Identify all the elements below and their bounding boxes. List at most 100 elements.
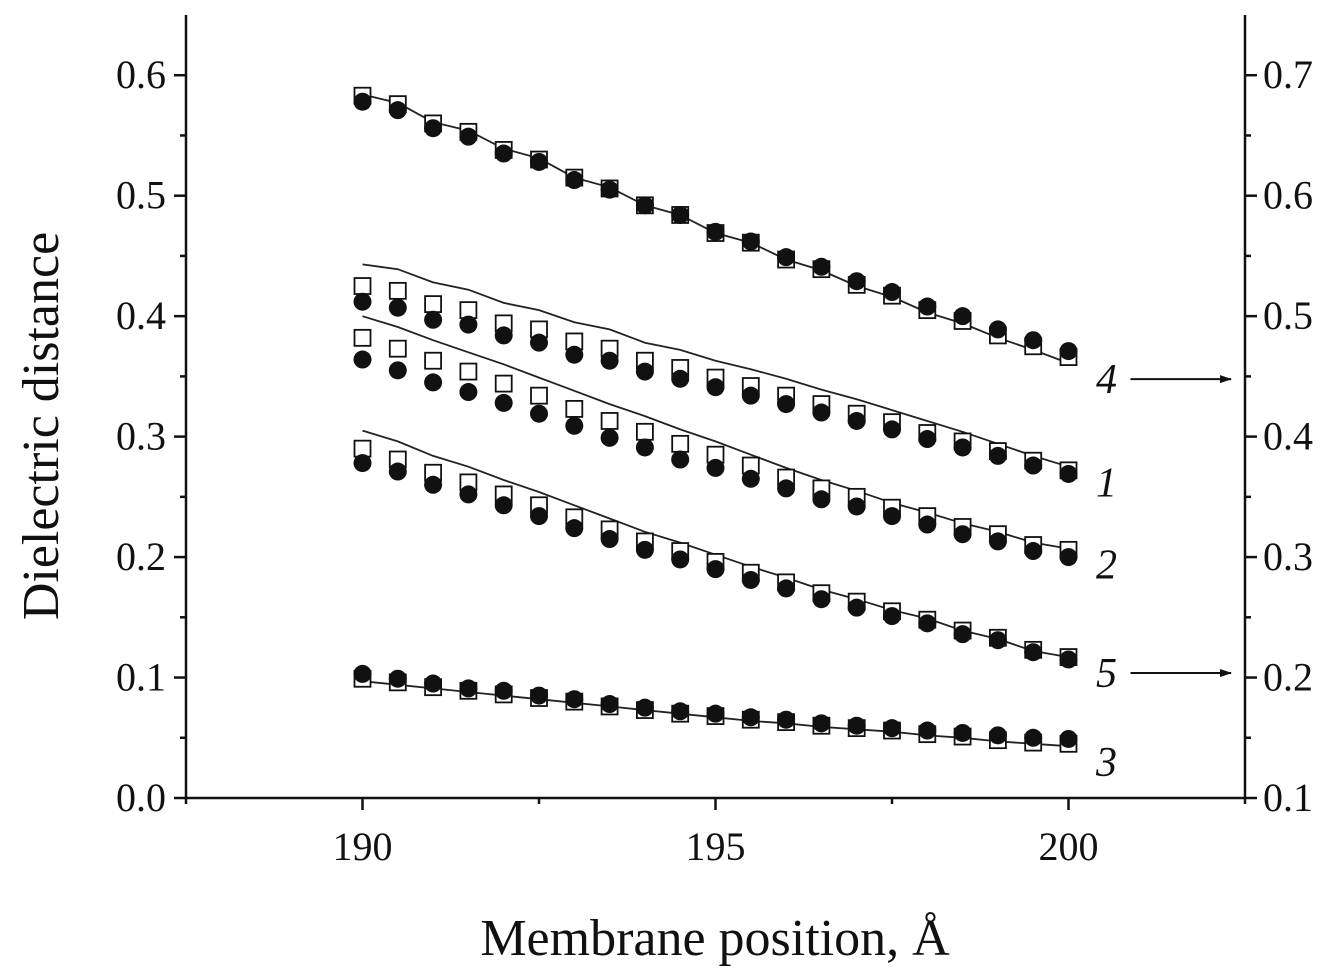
- filled-circle-point: [388, 298, 407, 317]
- series-label-5: 5: [1096, 651, 1117, 697]
- open-square-point: [424, 351, 443, 370]
- filled-circle-point: [424, 310, 443, 329]
- filled-circle-point: [353, 92, 372, 111]
- y-tick-label-right: 0.7: [1263, 52, 1313, 97]
- filled-circle-point: [706, 222, 725, 241]
- filled-circle-point: [494, 144, 513, 163]
- filled-circle-point: [1059, 650, 1078, 669]
- filled-circle-point: [459, 679, 478, 698]
- y-tick-label-right: 0.4: [1263, 414, 1313, 459]
- filled-circle-point: [671, 369, 690, 388]
- filled-circle-point: [635, 698, 654, 717]
- filled-circle-point: [424, 119, 443, 138]
- filled-circle-point: [812, 490, 831, 509]
- filled-circle-point: [741, 570, 760, 589]
- filled-circle-point: [459, 383, 478, 402]
- filled-circle-point: [459, 485, 478, 504]
- y-axis-title: Dielectric distance: [13, 232, 70, 620]
- filled-circle-point: [918, 297, 937, 316]
- filled-circle-point: [530, 152, 548, 171]
- filled-circle-point: [388, 462, 407, 481]
- series-label-1: 1: [1096, 461, 1117, 507]
- open-square-point: [600, 412, 619, 430]
- open-square-point: [388, 339, 407, 358]
- filled-circle-point: [741, 232, 760, 251]
- filled-circle-point: [777, 579, 796, 598]
- filled-circle-point: [388, 669, 407, 688]
- data-markers: [353, 86, 1078, 753]
- filled-circle-point: [565, 690, 584, 709]
- x-axis-title: Membrane position, Å: [480, 910, 950, 967]
- filled-circle-point: [812, 257, 831, 276]
- filled-circle-point: [812, 403, 831, 422]
- filled-circle-point: [1059, 464, 1078, 483]
- filled-circle-point: [988, 446, 1007, 465]
- fit-curve-1: [362, 263, 1069, 468]
- filled-circle-point: [565, 345, 584, 364]
- filled-circle-point: [847, 598, 866, 617]
- x-tick-label: 195: [686, 824, 746, 869]
- open-square-point: [565, 400, 584, 418]
- filled-circle-point: [353, 454, 372, 473]
- filled-circle-point: [635, 196, 654, 215]
- filled-circle-point: [565, 171, 584, 190]
- filled-circle-point: [635, 362, 654, 381]
- filled-circle-point: [600, 180, 619, 199]
- y-tick-label-right: 0.5: [1263, 293, 1313, 338]
- filled-circle-point: [1059, 548, 1078, 567]
- filled-circle-point: [388, 101, 407, 120]
- axes: 0.0 0.1 0.2 0.3 0.4 0.5 0.6 0.1 0.2 0.3 0.4 0.5 0.6 0…: [116, 15, 1313, 869]
- filled-circle-point: [459, 315, 478, 334]
- filled-circle-point: [1024, 728, 1043, 747]
- x-tick-label: 200: [1039, 824, 1099, 869]
- filled-circle-point: [565, 519, 584, 538]
- y-tick-label-right: 0.6: [1263, 173, 1313, 218]
- open-square-point: [353, 328, 372, 347]
- open-square-point: [494, 374, 513, 393]
- filled-circle-point: [424, 674, 443, 693]
- open-square-point: [388, 281, 407, 300]
- y-tick-label-right: 0.3: [1263, 534, 1313, 579]
- filled-circle-point: [1059, 729, 1078, 748]
- filled-circle-point: [530, 333, 548, 352]
- y-tick-label-right: 0.1: [1263, 775, 1313, 820]
- filled-circle-point: [777, 710, 796, 729]
- y-tick-label-left: 0.1: [116, 655, 166, 700]
- filled-circle-point: [1024, 542, 1043, 561]
- filled-circle-point: [494, 681, 513, 700]
- filled-circle-point: [953, 525, 972, 544]
- filled-circle-point: [494, 326, 513, 345]
- open-square-point: [530, 386, 548, 405]
- fit-curve-2: [362, 315, 1069, 550]
- filled-circle-point: [777, 248, 796, 267]
- filled-circle-point: [741, 469, 760, 488]
- filled-circle-point: [1059, 342, 1078, 361]
- filled-circle-point: [918, 721, 937, 740]
- filled-circle-point: [777, 395, 796, 414]
- filled-circle-point: [635, 540, 654, 559]
- filled-circle-point: [988, 532, 1007, 551]
- y-tick-label-right: 0.2: [1263, 655, 1313, 700]
- y-tick-label-left: 0.3: [116, 414, 166, 459]
- series-label-4: 4: [1096, 357, 1117, 403]
- open-square-point: [459, 362, 478, 381]
- filled-circle-point: [777, 479, 796, 498]
- filled-circle-point: [600, 428, 619, 447]
- filled-circle-point: [883, 719, 901, 738]
- filled-circle-point: [600, 530, 619, 549]
- filled-circle-point: [388, 361, 407, 380]
- filled-circle-point: [812, 714, 831, 733]
- filled-circle-point: [635, 438, 654, 457]
- filled-circle-point: [671, 205, 690, 224]
- filled-circle-point: [530, 507, 548, 526]
- filled-circle-point: [847, 716, 866, 735]
- open-square-point: [353, 277, 372, 295]
- filled-circle-point: [353, 350, 372, 369]
- series-labels: 4 1 2 5 3: [1095, 357, 1232, 786]
- filled-circle-point: [600, 695, 619, 714]
- filled-circle-point: [671, 450, 690, 469]
- filled-circle-point: [918, 614, 937, 633]
- filled-circle-point: [988, 631, 1007, 650]
- filled-circle-point: [530, 686, 548, 705]
- filled-circle-point: [883, 507, 901, 526]
